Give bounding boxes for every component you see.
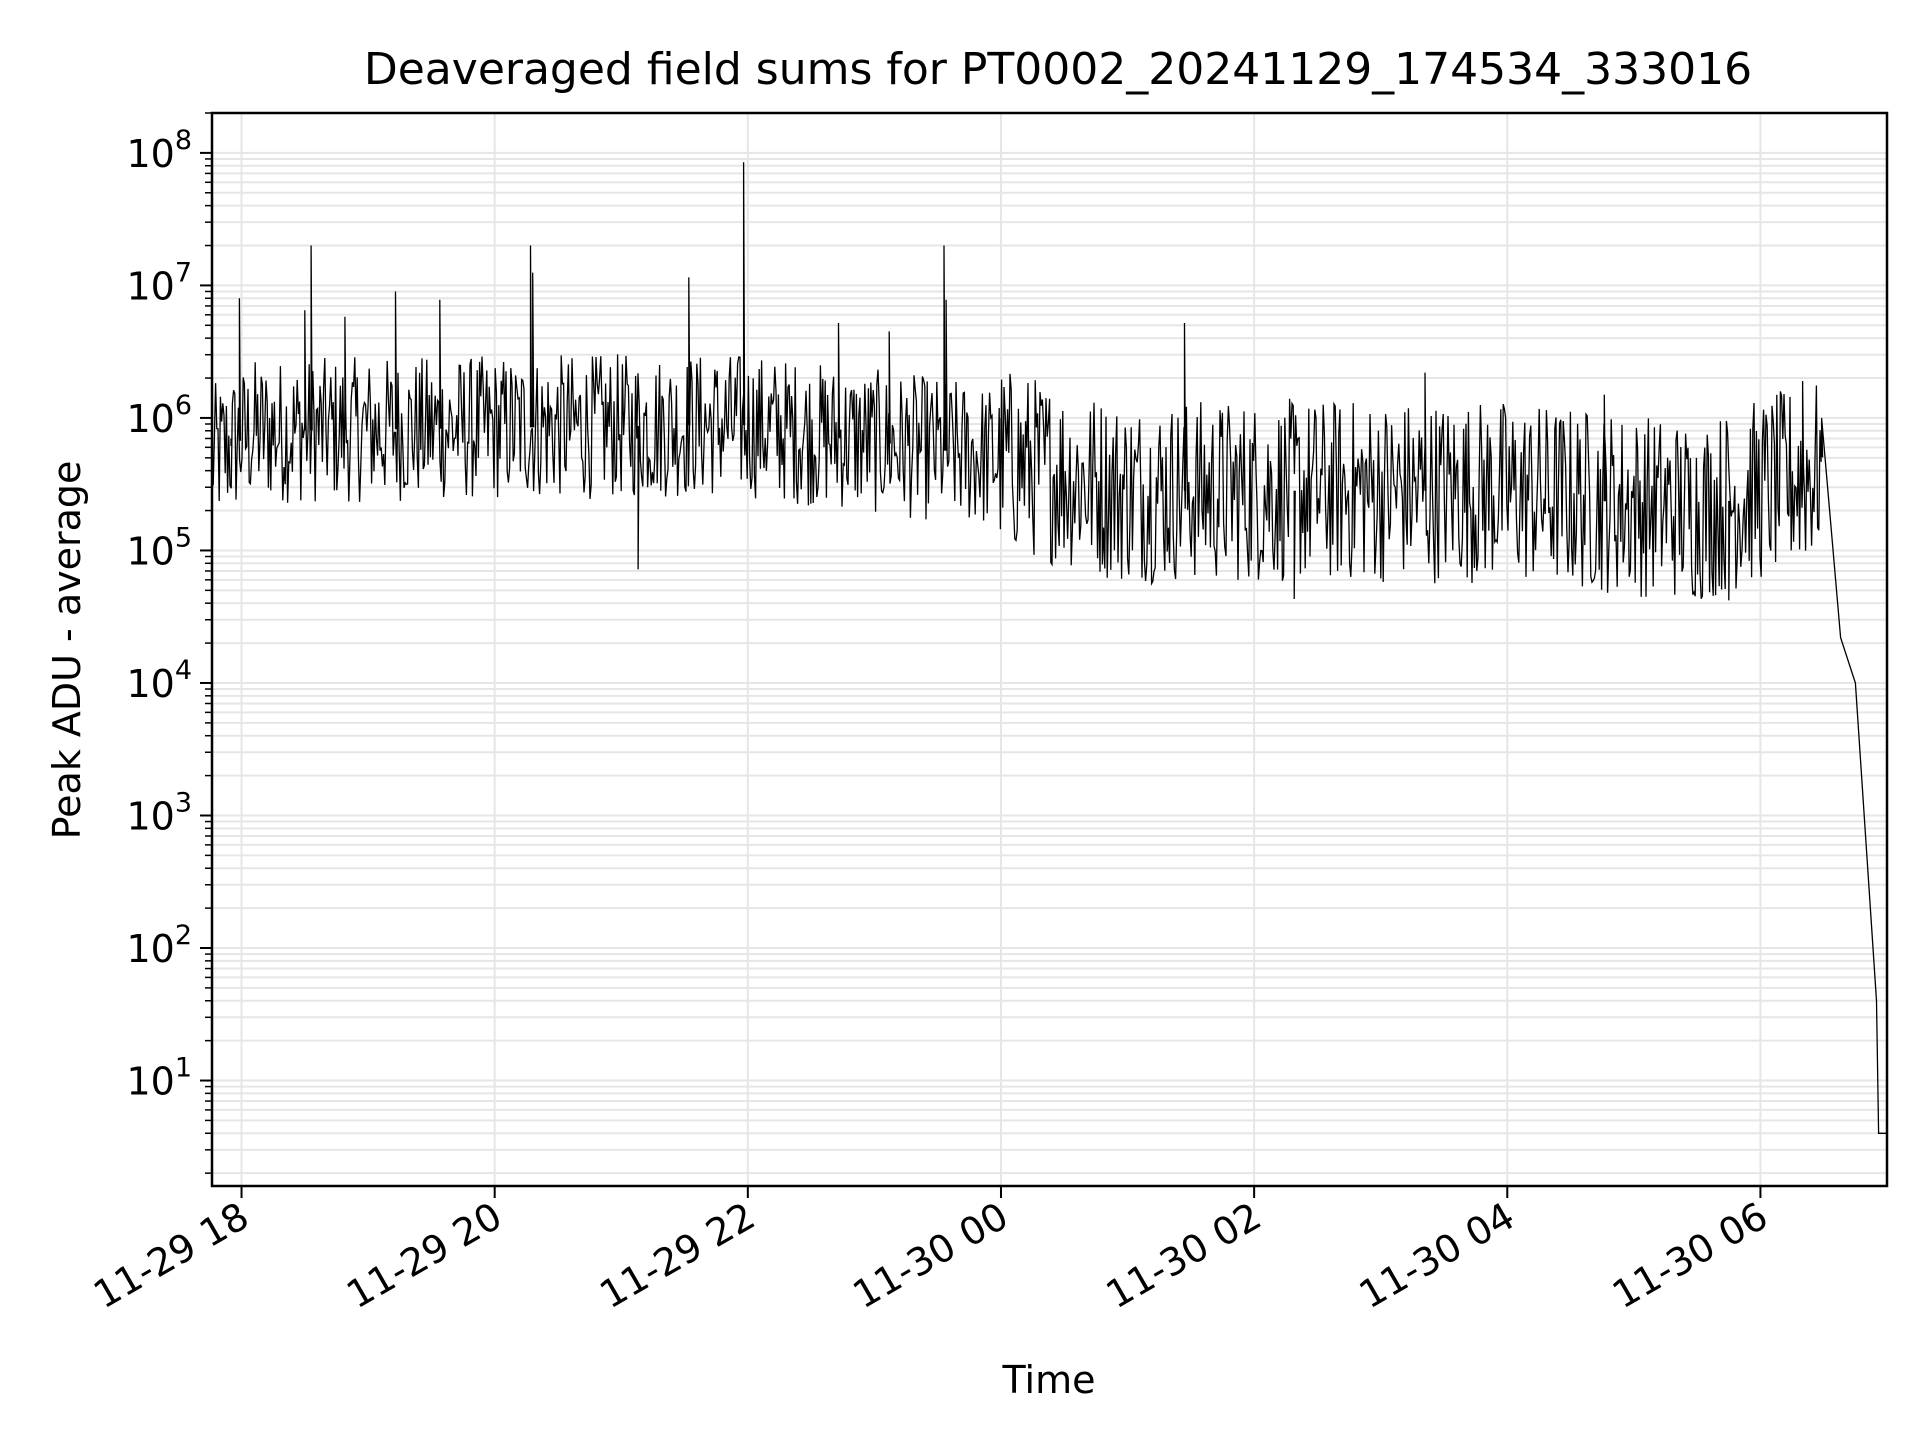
chart-title: Deaveraged field sums for PT0002_2024112… (364, 44, 1752, 95)
plot-frame (210, 111, 1889, 1188)
y-tick-label: 106 (126, 390, 192, 441)
x-axis-label: Time (1002, 1358, 1096, 1402)
y-axis: 101 102 103 104 105 106 107 108 (126, 112, 212, 1174)
y-tick-label: 104 (126, 655, 192, 706)
series-layer (211, 162, 1887, 1134)
series-line (211, 162, 1887, 1134)
y-tick-label: 107 (126, 257, 192, 308)
y-tick-label: 101 (126, 1053, 192, 1104)
y-tick-label: 108 (126, 125, 192, 176)
y-axis-label: Peak ADU - average (45, 461, 89, 840)
y-tick-label: 105 (126, 522, 192, 573)
y-tick-label: 103 (126, 787, 192, 838)
y-tick-label: 102 (126, 920, 192, 971)
